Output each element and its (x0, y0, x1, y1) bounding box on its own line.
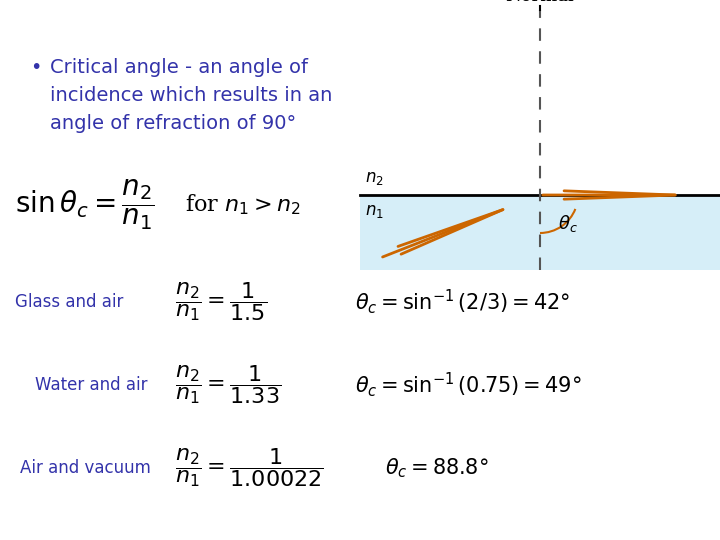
Text: $\dfrac{n_2}{n_1} = \dfrac{1}{1.33}$: $\dfrac{n_2}{n_1} = \dfrac{1}{1.33}$ (175, 363, 282, 407)
Text: $\sin\theta_c = \dfrac{n_2}{n_1}$: $\sin\theta_c = \dfrac{n_2}{n_1}$ (15, 178, 155, 232)
Text: $\theta_c = 88.8°$: $\theta_c = 88.8°$ (385, 456, 488, 480)
Text: Normal: Normal (505, 0, 575, 5)
Text: Water and air: Water and air (35, 376, 148, 394)
Text: for $n_1 > n_2$: for $n_1 > n_2$ (185, 193, 301, 217)
Text: Critical angle - an angle of: Critical angle - an angle of (50, 58, 308, 77)
Text: $\dfrac{n_2}{n_1} = \dfrac{1}{1.00022}$: $\dfrac{n_2}{n_1} = \dfrac{1}{1.00022}$ (175, 447, 324, 489)
FancyBboxPatch shape (360, 195, 720, 270)
Text: incidence which results in an: incidence which results in an (50, 86, 333, 105)
Text: $\theta_c = \sin^{-1}(2/3) = 42°$: $\theta_c = \sin^{-1}(2/3) = 42°$ (355, 288, 570, 316)
Text: Air and vacuum: Air and vacuum (20, 459, 151, 477)
Text: angle of refraction of 90°: angle of refraction of 90° (50, 114, 296, 133)
Text: $\theta_c$: $\theta_c$ (558, 213, 577, 233)
Text: $\dfrac{n_2}{n_1} = \dfrac{1}{1.5}$: $\dfrac{n_2}{n_1} = \dfrac{1}{1.5}$ (175, 280, 267, 323)
Text: Glass and air: Glass and air (15, 293, 123, 311)
Text: •: • (30, 58, 41, 77)
Text: $n_2$: $n_2$ (365, 170, 384, 187)
Text: $n_1$: $n_1$ (365, 203, 384, 220)
Text: $\theta_c = \sin^{-1}(0.75) = 49°$: $\theta_c = \sin^{-1}(0.75) = 49°$ (355, 370, 582, 400)
